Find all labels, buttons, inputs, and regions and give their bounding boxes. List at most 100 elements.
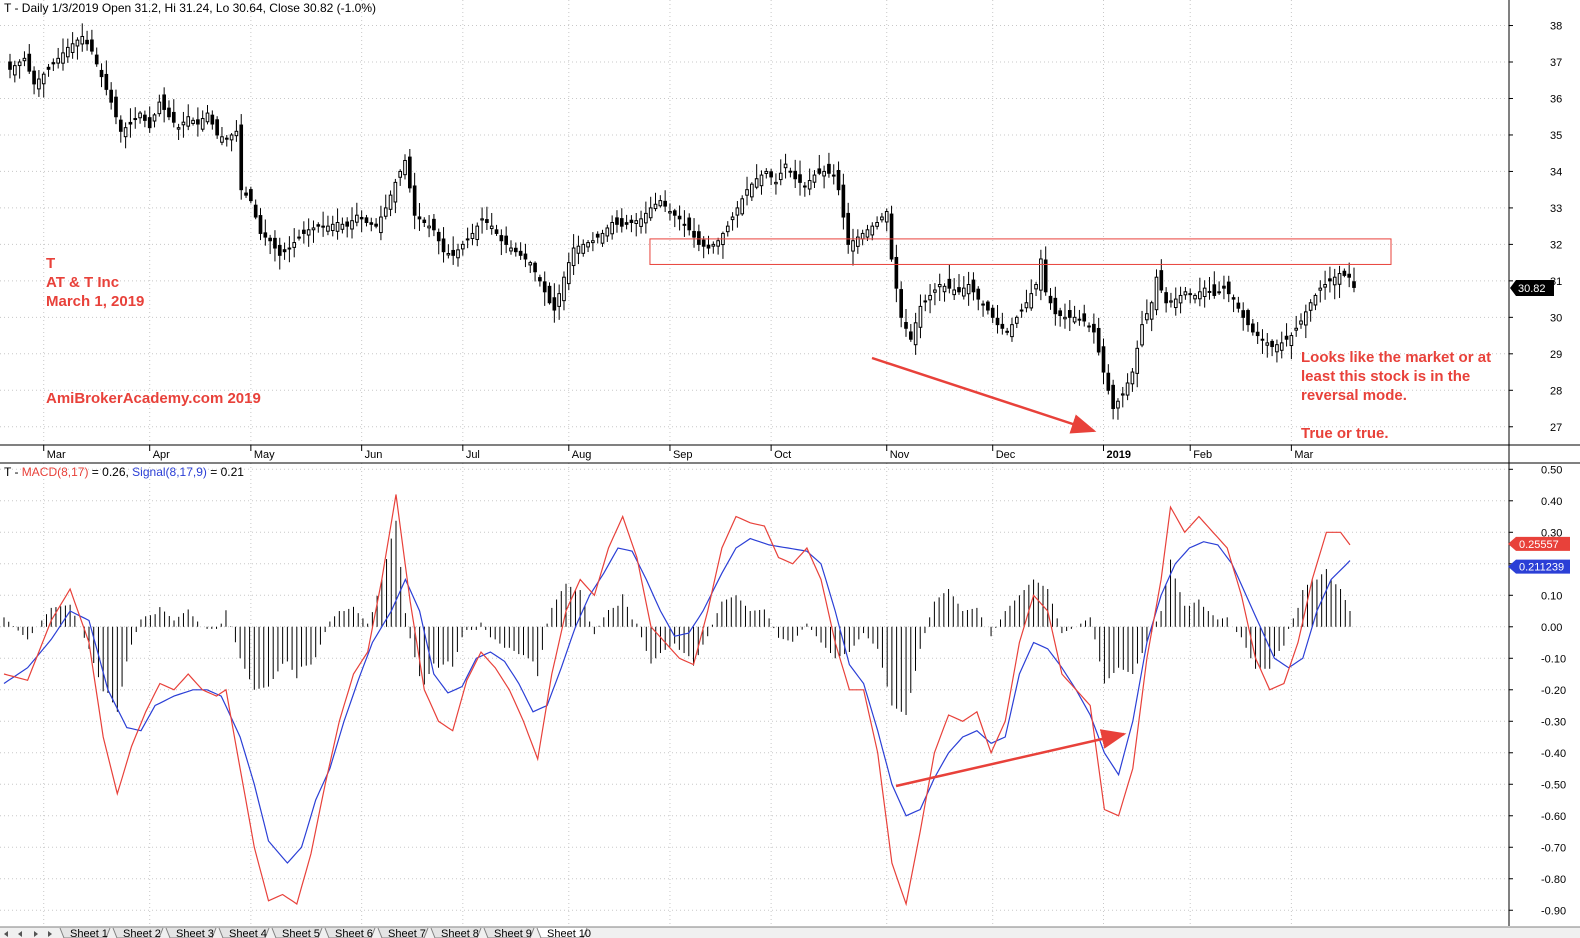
candle-body: [1135, 347, 1140, 374]
candle-body: [1231, 297, 1236, 300]
candle-body: [258, 215, 263, 234]
sheet-tab[interactable]: Sheet 9: [483, 927, 535, 938]
tab-nav-buttons[interactable]: [4, 931, 52, 937]
candle-body: [562, 276, 566, 302]
candle-body: [889, 213, 894, 260]
sheet-tab[interactable]: Sheet 6: [324, 927, 376, 938]
candle-body: [1010, 324, 1014, 338]
candle-body: [937, 284, 942, 288]
candle-body: [220, 136, 224, 143]
candle-body: [942, 285, 947, 293]
candle-body: [619, 218, 624, 227]
candle-body: [51, 62, 56, 65]
sheet-tab[interactable]: Sheet 8: [430, 927, 482, 938]
price-candles: [8, 23, 1356, 420]
candle-body: [1198, 291, 1202, 300]
tab-nav-prev-icon[interactable]: [18, 931, 22, 937]
candle-body: [875, 222, 879, 227]
date-axis[interactable]: Mar Apr May Jun Jul Aug Sep Oct Nov Dec 2019 Feb Mar: [43, 445, 1314, 461]
candle-body: [682, 223, 687, 226]
candle-body: [672, 210, 677, 216]
sheet-tab-shape: [483, 927, 535, 938]
candle-body: [1173, 298, 1178, 309]
candle-body: [1323, 284, 1327, 288]
candle-body: [1284, 335, 1289, 340]
tab-nav-next-icon[interactable]: [34, 931, 38, 937]
macd-axis[interactable]: 0.500.400.300.200.100.00-0.10-0.20-0.30-…: [1509, 464, 1566, 917]
candle-body: [1000, 323, 1005, 329]
candle-body: [557, 293, 561, 307]
candle-body: [899, 289, 904, 318]
candle-body: [1265, 342, 1270, 346]
candle-body: [470, 232, 475, 240]
macd-value-tag: 0.25557: [1508, 536, 1570, 551]
x-tick-label: Feb: [1193, 449, 1212, 461]
candle-body: [460, 243, 465, 250]
candle-body: [1251, 323, 1255, 333]
y-tick-label: 35: [1550, 130, 1562, 142]
candle-body: [1024, 302, 1029, 309]
sheet-tab-shape: [112, 927, 164, 938]
y-tick-label: -0.60: [1541, 811, 1566, 823]
y-tick-label: 0.00: [1541, 622, 1562, 634]
sheet-tab[interactable]: Sheet 1: [59, 927, 111, 938]
candle-body: [46, 66, 51, 70]
candle-body: [1072, 316, 1077, 323]
candle-body: [523, 253, 528, 260]
candle-body: [1342, 270, 1347, 276]
candle-body: [302, 229, 306, 234]
sheet-tab[interactable]: Sheet 4: [218, 927, 270, 938]
y-tick-label: -0.40: [1541, 748, 1566, 760]
candle-body: [157, 101, 162, 115]
candle-body: [1043, 259, 1048, 293]
candle-body: [441, 238, 446, 253]
sheet-tab-shape: [377, 927, 429, 938]
candle-body: [412, 185, 417, 216]
sheet-tab[interactable]: Sheet 3: [165, 927, 217, 938]
sheet-tab[interactable]: Sheet 10: [536, 927, 591, 938]
candle-body: [1130, 371, 1135, 385]
macd-pane-plot: [3, 494, 1351, 907]
annotation-note-line-3: reversal mode.: [1301, 387, 1407, 404]
sheet-tab-label: Sheet 5: [282, 928, 320, 938]
candle-body: [1313, 294, 1318, 306]
candle-body: [1212, 284, 1217, 296]
candle-body: [408, 156, 412, 189]
candle-body: [933, 289, 937, 293]
candle-body: [330, 223, 335, 232]
candle-body: [326, 225, 330, 232]
candle-body: [287, 247, 292, 250]
candle-body: [436, 231, 441, 242]
candle-body: [249, 189, 253, 202]
sheet-tab-shape: [59, 927, 111, 938]
y-tick-label: 34: [1550, 166, 1562, 178]
sheet-tab-label: Sheet 7: [388, 928, 426, 938]
candle-body: [1082, 313, 1087, 322]
sheet-tab[interactable]: Sheet 5: [271, 927, 323, 938]
candle-body: [123, 127, 128, 138]
candle-body: [513, 247, 518, 253]
signal-title-value: = 0.21: [207, 465, 244, 479]
annotation-note-line-1: Looks like the market or at: [1301, 349, 1491, 366]
x-tick-label: Mar: [1294, 449, 1313, 461]
tab-nav-first-icon[interactable]: [4, 931, 8, 937]
candle-body: [995, 317, 1000, 326]
candle-body: [793, 170, 798, 180]
y-tick-label: -0.50: [1541, 779, 1566, 791]
candle-body: [196, 119, 200, 125]
last-price-value: 30.82: [1518, 283, 1546, 295]
sheet-tab[interactable]: Sheet 7: [377, 927, 429, 938]
macd-uptrend-arrow[interactable]: [895, 729, 1127, 788]
price-downtrend-arrow[interactable]: [871, 356, 1097, 434]
y-tick-label: 36: [1550, 93, 1562, 105]
macd-tag-value: 0.25557: [1519, 539, 1559, 551]
candle-body: [644, 212, 648, 224]
candle-body: [403, 159, 407, 176]
candle-body: [778, 172, 783, 181]
tab-nav-last-icon[interactable]: [48, 931, 52, 937]
candle-body: [1304, 311, 1308, 326]
sheet-tab[interactable]: Sheet 2: [112, 927, 164, 938]
resistance-zone-box[interactable]: [649, 238, 1392, 265]
candle-body: [692, 230, 696, 238]
